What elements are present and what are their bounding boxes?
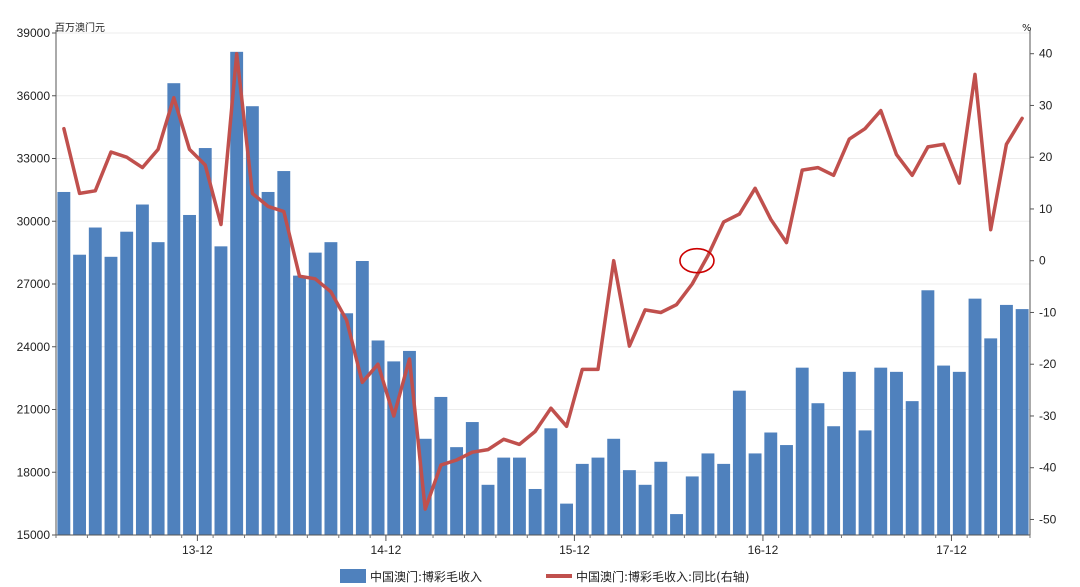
legend-item-bar: 中国澳门:博彩毛收入: [340, 567, 482, 585]
bar: [638, 484, 652, 535]
bar: [1015, 309, 1029, 535]
right-tick-label: 20: [1039, 150, 1053, 164]
legend-bar-swatch: [340, 569, 366, 583]
bar: [984, 338, 998, 535]
yoy-line: [62, 51, 1024, 511]
bar: [387, 361, 401, 535]
left-tick-label: 24000: [17, 340, 51, 354]
x-tick-label: 15-12: [559, 543, 590, 557]
left-tick-label: 39000: [17, 26, 51, 40]
bar: [622, 470, 636, 535]
bar: [355, 260, 369, 535]
bar: [245, 106, 259, 535]
bar: [120, 231, 134, 536]
bar: [214, 246, 228, 535]
bar: [528, 488, 542, 535]
right-tick-label: -30: [1039, 409, 1057, 423]
right-tick-label: -20: [1039, 357, 1057, 371]
left-tick-label: 15000: [17, 528, 51, 542]
legend-bar-label: 中国澳门:博彩毛收入: [370, 569, 483, 584]
bar: [670, 514, 683, 535]
bar: [465, 422, 479, 535]
bar: [654, 461, 668, 535]
bar: [544, 428, 558, 535]
bar: [890, 371, 903, 535]
bar: [135, 204, 149, 535]
line-series: [62, 51, 1024, 511]
bar: [293, 275, 306, 535]
bar: [512, 457, 526, 535]
bar: [685, 476, 699, 535]
x-tick-label: 16-12: [748, 543, 779, 557]
bar: [748, 453, 762, 535]
bar: [591, 457, 605, 535]
bar: [874, 367, 888, 535]
right-tick-label: -50: [1039, 512, 1057, 526]
bar: [73, 254, 87, 535]
legend-line-label: 中国澳门:博彩毛收入:同比(右轴): [576, 569, 750, 584]
bar: [937, 365, 951, 535]
x-tick-label: 13-12: [182, 543, 213, 557]
right-tick-label: 40: [1039, 47, 1053, 61]
left-tick-label: 30000: [17, 214, 51, 228]
bar: [277, 171, 291, 536]
right-tick-label: 10: [1039, 202, 1053, 216]
left-axis-unit: 百万澳门元: [55, 21, 105, 34]
bar: [497, 457, 511, 535]
bar: [764, 432, 778, 535]
left-tick-label: 18000: [17, 465, 51, 479]
bar: [198, 148, 212, 535]
bar: [795, 367, 809, 535]
right-tick-label: -10: [1039, 305, 1057, 319]
bar: [481, 484, 495, 535]
bar: [732, 390, 746, 535]
bar: [999, 304, 1013, 535]
bar: [57, 191, 71, 535]
bar: [324, 242, 338, 535]
bar: [905, 401, 919, 535]
left-tick-label: 33000: [17, 152, 51, 166]
annotation-ellipse: [679, 247, 715, 274]
x-tick-label: 17-12: [936, 543, 967, 557]
right-tick-label: -40: [1039, 461, 1057, 475]
left-tick-label: 27000: [17, 277, 51, 291]
left-tick-label: 36000: [17, 89, 51, 103]
right-tick-label: 30: [1039, 98, 1053, 112]
bar: [701, 453, 715, 535]
bar: [230, 51, 244, 535]
bar: [308, 252, 322, 535]
bar: [167, 83, 181, 535]
left-tick-label: 21000: [17, 403, 51, 417]
bar: [811, 403, 825, 535]
bar: [560, 503, 574, 535]
bar: [575, 463, 589, 535]
bar: [88, 227, 102, 535]
bar: [717, 463, 731, 535]
bar: [340, 313, 354, 535]
bar: [607, 438, 621, 535]
bar: [183, 214, 196, 535]
bar: [104, 256, 118, 535]
bar: [921, 290, 935, 535]
bar: [450, 447, 464, 535]
bar: [827, 426, 841, 535]
legend-line-swatch: [546, 574, 572, 578]
bar: [780, 445, 793, 535]
bar: [968, 298, 982, 535]
right-axis-unit: %: [1022, 23, 1032, 34]
bar: [151, 242, 165, 535]
bar: [371, 340, 385, 535]
axes: 15000 18000 21000 24000 27000 30000 33000 36000…: [17, 26, 1057, 557]
x-tick-label: 14-12: [371, 543, 402, 557]
bar: [952, 371, 966, 535]
bar: [842, 371, 856, 535]
right-tick-label: 0: [1039, 254, 1046, 268]
bar-series: [57, 51, 1029, 536]
bar: [261, 191, 275, 535]
bar: [858, 430, 872, 535]
legend-item-line: 中国澳门:博彩毛收入:同比(右轴): [546, 567, 749, 585]
